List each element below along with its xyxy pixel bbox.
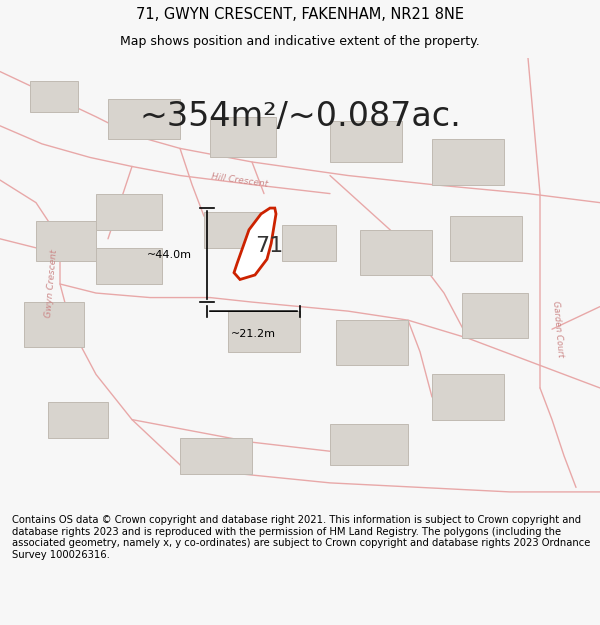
Text: ~44.0m: ~44.0m xyxy=(147,250,192,260)
Text: Gwyn Crescent: Gwyn Crescent xyxy=(44,249,58,319)
Text: 71, GWYN CRESCENT, FAKENHAM, NR21 8NE: 71, GWYN CRESCENT, FAKENHAM, NR21 8NE xyxy=(136,7,464,22)
Text: Garden Court: Garden Court xyxy=(551,301,565,358)
Polygon shape xyxy=(360,230,432,275)
Text: ~354m²/~0.087ac.: ~354m²/~0.087ac. xyxy=(139,100,461,133)
Text: Map shows position and indicative extent of the property.: Map shows position and indicative extent… xyxy=(120,35,480,48)
Polygon shape xyxy=(36,221,96,261)
Polygon shape xyxy=(228,311,300,352)
Polygon shape xyxy=(330,424,408,465)
Polygon shape xyxy=(450,216,522,261)
Polygon shape xyxy=(234,208,276,279)
Polygon shape xyxy=(30,81,78,112)
Polygon shape xyxy=(432,374,504,419)
Polygon shape xyxy=(282,225,336,261)
Polygon shape xyxy=(210,117,276,158)
Polygon shape xyxy=(96,194,162,230)
Polygon shape xyxy=(48,401,108,437)
Text: Hill Crescent: Hill Crescent xyxy=(211,172,269,189)
Polygon shape xyxy=(96,248,162,284)
Polygon shape xyxy=(462,293,528,338)
Text: 71: 71 xyxy=(255,236,283,256)
Text: Contains OS data © Crown copyright and database right 2021. This information is : Contains OS data © Crown copyright and d… xyxy=(12,515,590,560)
Text: ~21.2m: ~21.2m xyxy=(231,329,276,339)
Polygon shape xyxy=(432,139,504,184)
Polygon shape xyxy=(204,212,264,248)
Polygon shape xyxy=(108,99,180,139)
Polygon shape xyxy=(180,438,252,474)
Polygon shape xyxy=(336,320,408,366)
Polygon shape xyxy=(24,302,84,348)
Polygon shape xyxy=(330,121,402,162)
